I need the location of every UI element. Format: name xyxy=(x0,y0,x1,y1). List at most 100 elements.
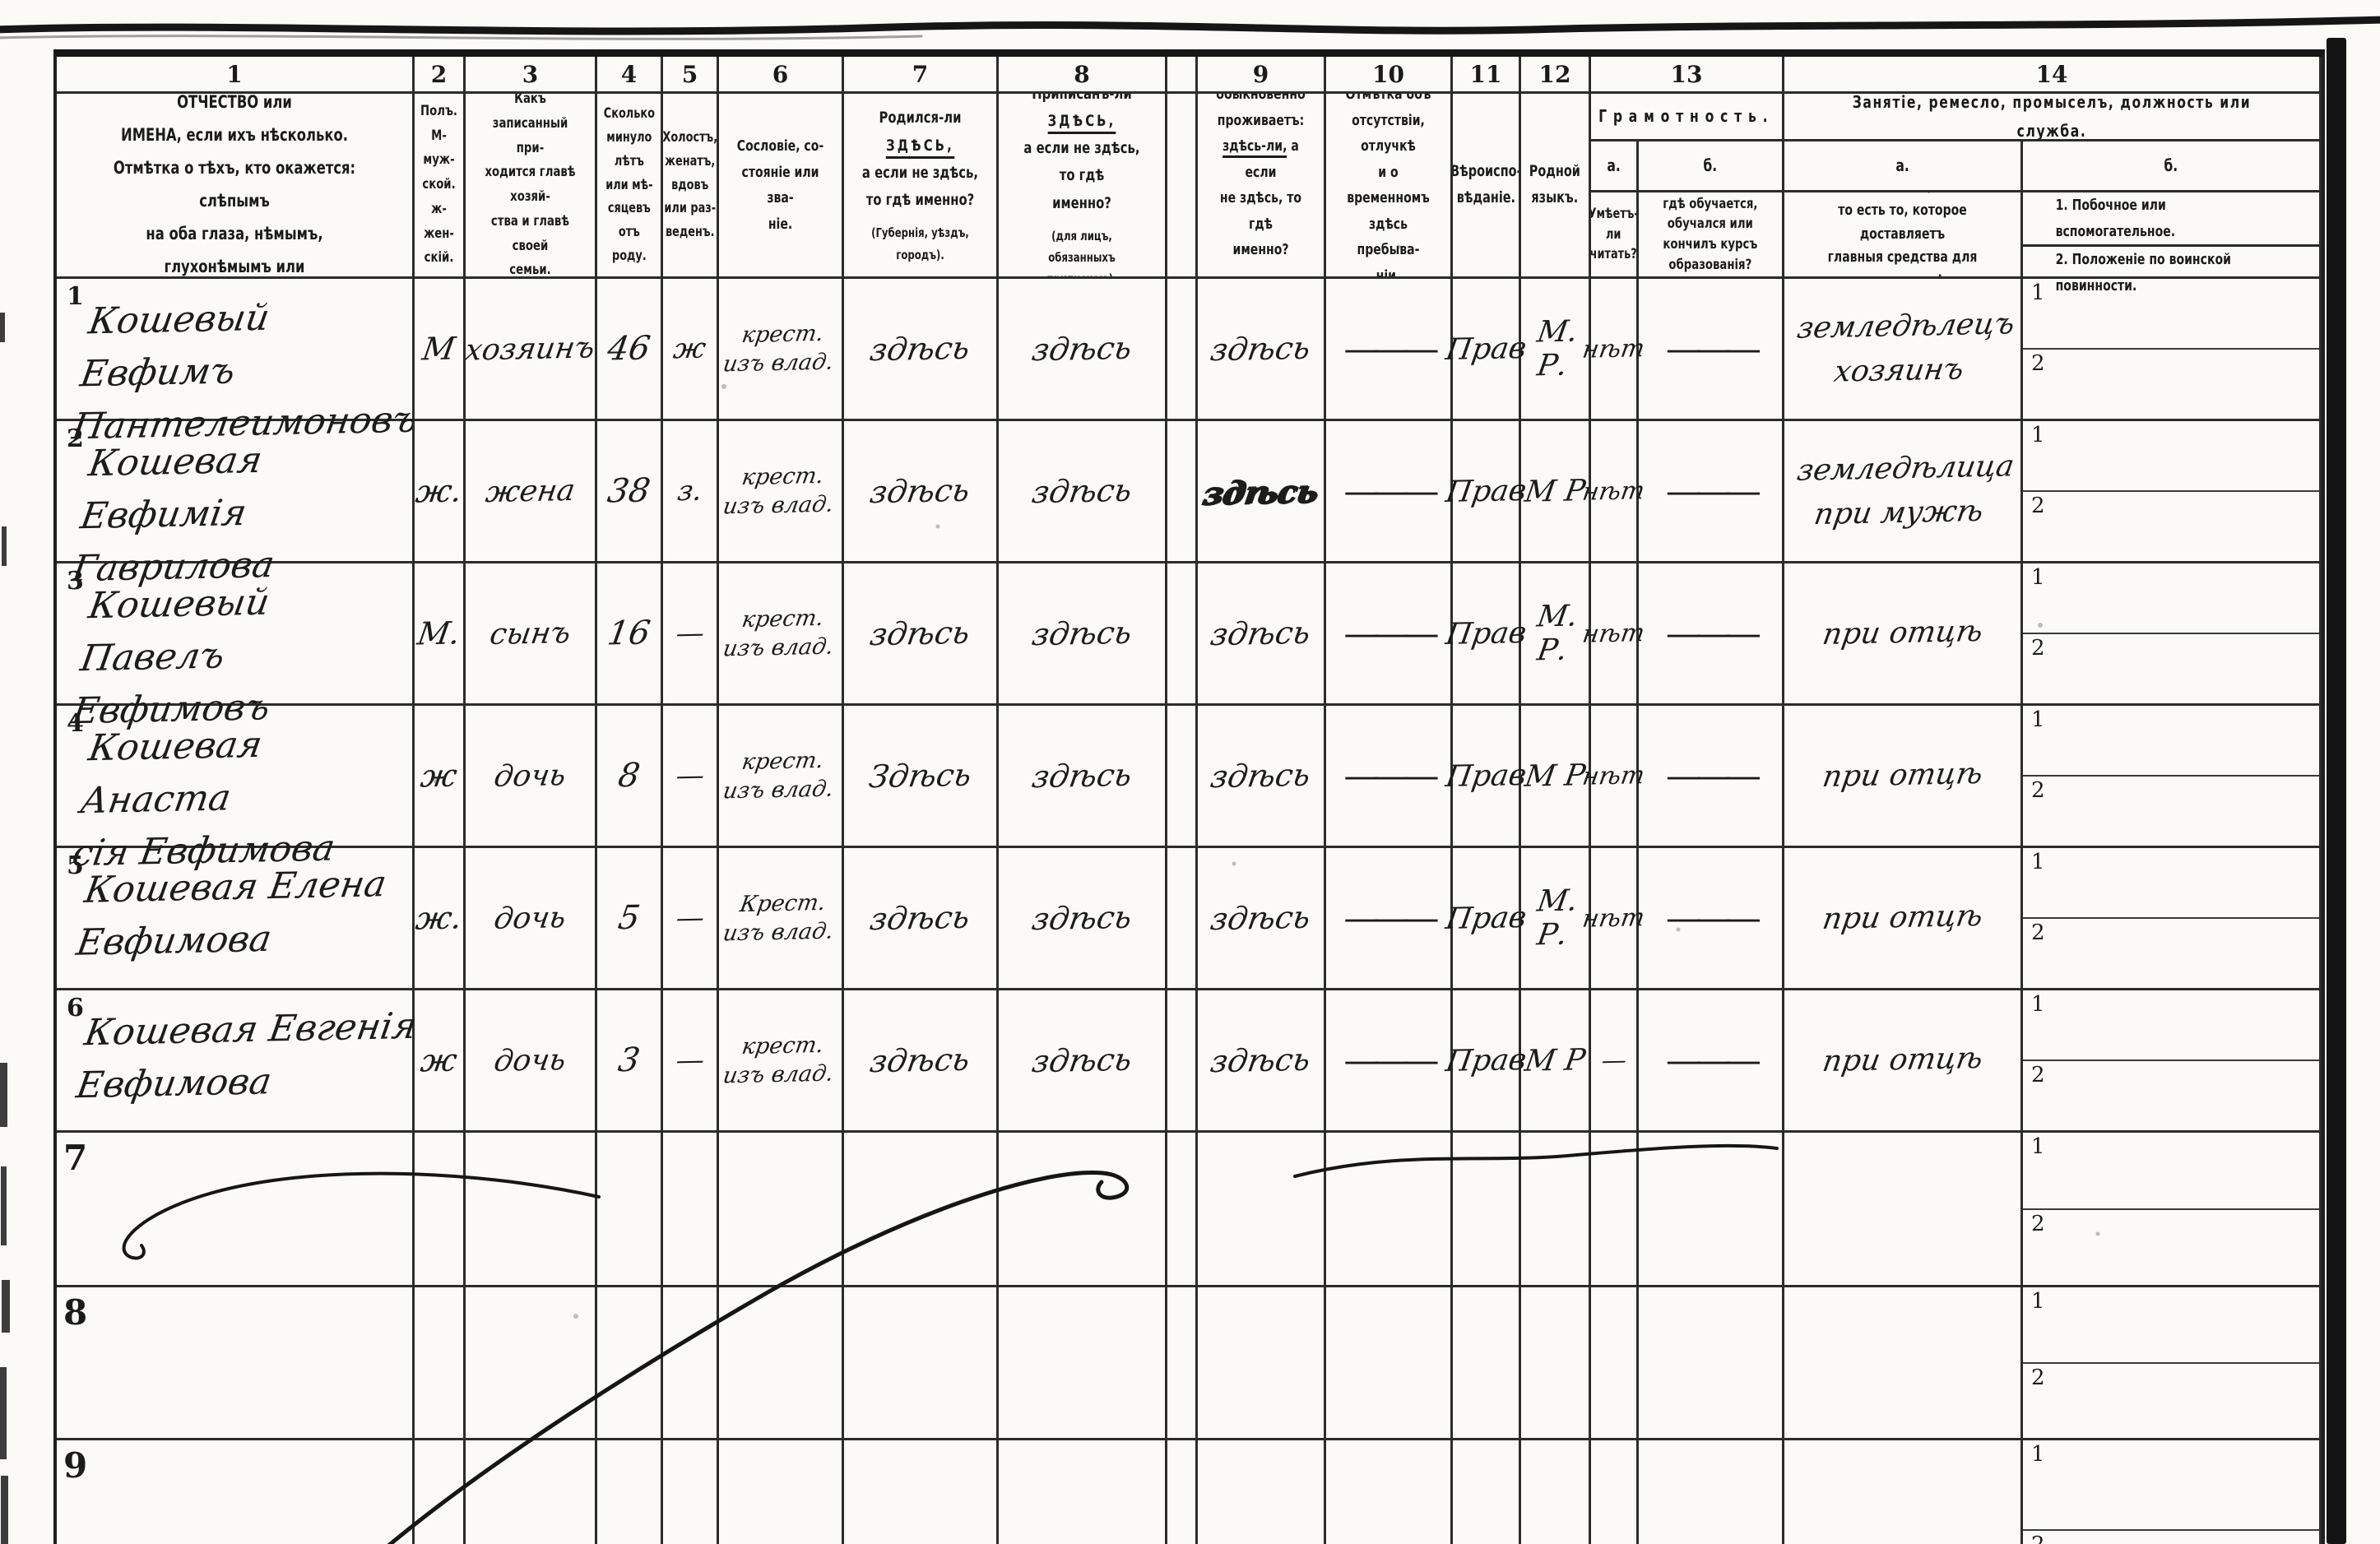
r6-absence-cell: ——— xyxy=(1326,990,1453,1133)
r1-side-1: 1 xyxy=(2023,279,2319,348)
r2-side-cell: 1 2 xyxy=(2023,421,2322,563)
r1-age: 46 xyxy=(605,329,653,369)
header-age: Сколько минуло лѣтъ или мѣ- сяцевъ отъ р… xyxy=(597,94,663,279)
r2-age: 38 xyxy=(605,471,653,511)
r4-school-cell: ——— xyxy=(1639,706,1784,848)
colnum-12: 12 xyxy=(1521,57,1591,94)
r9-side-1: 1 xyxy=(2023,1440,2319,1529)
r5-born-cell: здѣсь xyxy=(844,848,999,990)
r1-school-cell: ——— xyxy=(1639,279,1784,421)
header-occupation-main: Главное, то есть то, которое доставляетъ… xyxy=(1784,192,2023,279)
r3-born-cell: здѣсь xyxy=(844,563,999,706)
r2-school: ——— xyxy=(1665,470,1761,512)
colnum-6: 6 xyxy=(719,57,844,94)
r1-marital: ж xyxy=(670,332,709,366)
r4-absence-cell: ——— xyxy=(1326,706,1453,848)
r2-registered-cell: здѣсь xyxy=(999,421,1167,563)
r1-resides: здѣсь xyxy=(1208,329,1314,369)
r7-side-2: 2 xyxy=(2023,1208,2319,1286)
header-occupation-a-label: а. xyxy=(1784,141,2023,192)
r5-relation-cell: дочь xyxy=(466,848,597,990)
r6-sex-cell: ж xyxy=(415,990,466,1133)
r1-number: 1 xyxy=(67,282,84,311)
census-table: 1 2 3 4 5 6 7 8 9 10 11 12 13 14 ФАМИЛІЯ… xyxy=(53,49,2325,1544)
r2-occupation-cell: земледѣлица при мужѣ xyxy=(1784,421,2023,563)
header-registered-note: (для лицъ, обязанныхъ припискою). xyxy=(1046,228,1116,276)
r3-religion: Прав xyxy=(1443,615,1529,651)
header-resides-note: (Губер., уѣздъ, городъ). xyxy=(1212,271,1310,276)
r3-absence-cell: ——— xyxy=(1326,563,1453,706)
r2-number: 2 xyxy=(67,424,84,453)
r1-age-cell: 46 xyxy=(597,279,663,421)
r8-absence-cell xyxy=(1326,1287,1453,1440)
colnum-5: 5 xyxy=(663,57,719,94)
r4-religion-cell: Прав xyxy=(1443,706,1529,848)
r5-language-cell: М. Р. xyxy=(1521,848,1591,990)
header-literacy-a-text: а. xyxy=(1607,155,1621,175)
r8-number: 8 xyxy=(63,1292,88,1333)
r4-sex: ж xyxy=(418,757,460,795)
r4-reads-cell: нѣт xyxy=(1580,706,1647,848)
r3-side-2: 2 xyxy=(2023,633,2319,703)
fold-gap xyxy=(1167,1287,1198,1440)
r2-side-2: 2 xyxy=(2023,490,2319,561)
r7-side-1: 1 xyxy=(2023,1133,2319,1208)
header-resides-emphasis: здѣсь-ли, xyxy=(1222,137,1287,159)
r1-side-2: 2 xyxy=(2023,348,2319,419)
header-literacy-title: Грамотность. xyxy=(1591,94,1784,141)
r6-registered-cell: здѣсь xyxy=(999,990,1167,1133)
colnum-3: 3 xyxy=(466,57,597,94)
header-absence-text: Отмѣтка объ отсутствіи, отлучкѣ и о врем… xyxy=(1345,94,1431,279)
r7-religion-cell xyxy=(1453,1133,1521,1287)
r6-sex: ж xyxy=(418,1041,460,1079)
fold-gap xyxy=(1167,279,1198,421)
r3-estate-cell: крест. изъ влад. xyxy=(719,563,844,706)
r6-born: здѣсь xyxy=(867,1041,973,1080)
header-occupation-side-1-text: 1. Побочное или вспомогательное. xyxy=(2055,197,2176,240)
r2-religion-cell: Прав xyxy=(1443,421,1529,563)
r8-resides-cell xyxy=(1198,1287,1326,1440)
r3-occupation-cell: при отцѣ xyxy=(1784,563,2023,706)
r8-school-cell xyxy=(1639,1287,1784,1440)
fold-gap xyxy=(1167,848,1198,990)
r4-side-2: 2 xyxy=(2023,775,2319,846)
sub-label-1: 1 xyxy=(2031,423,2045,447)
fold-gap xyxy=(1167,706,1198,848)
header-occupation-side-1: 1. Побочное или вспомогательное. xyxy=(2023,192,2319,244)
r8-side-2: 2 xyxy=(2023,1361,2319,1439)
r5-sex-cell: ж. xyxy=(413,848,466,990)
r4-estate: крест. изъ влад. xyxy=(721,747,836,804)
header-born: Родился-ли ЗДѢСЬ, а если не здѣсь, то гдѣ… xyxy=(844,94,999,279)
r2-marital: з. xyxy=(675,474,705,508)
fold-gap xyxy=(1167,57,1198,94)
scan-left-edge-marks xyxy=(0,313,10,1544)
sub-label-2: 2 xyxy=(2031,351,2045,376)
r8-language-cell xyxy=(1521,1287,1591,1440)
r9-side-2: 2 xyxy=(2023,1528,2319,1544)
header-occupation-title-text: Занятіе, ремесло, промыселъ, должность и… xyxy=(1852,94,2252,141)
r6-side-cell: 1 2 xyxy=(2023,990,2322,1133)
r5-school: ——— xyxy=(1665,897,1761,939)
r9-language-cell xyxy=(1521,1440,1591,1544)
header-language: Родной языкъ. xyxy=(1521,94,1591,279)
sub-label-1: 1 xyxy=(2031,850,2045,874)
header-absence: Отмѣтка объ отсутствіи, отлучкѣ и о врем… xyxy=(1326,94,1453,279)
r2-absence-cell: ——— xyxy=(1326,421,1453,563)
r2-side-1: 1 xyxy=(2023,421,2319,490)
r7-relation-cell xyxy=(466,1133,597,1287)
r9-name-cell: 9 xyxy=(57,1440,415,1544)
r8-side-cell: 1 2 xyxy=(2023,1287,2322,1440)
r5-resides-cell: здѣсь xyxy=(1198,848,1326,990)
r4-number: 4 xyxy=(67,709,84,738)
r6-born-cell: здѣсь xyxy=(844,990,999,1133)
r2-school-cell: ——— xyxy=(1639,421,1784,563)
r3-age: 16 xyxy=(605,614,653,653)
r5-registered: здѣсь xyxy=(1029,898,1134,938)
r6-registered: здѣсь xyxy=(1029,1041,1134,1080)
r5-reads-cell: нѣт xyxy=(1580,848,1647,990)
r9-number: 9 xyxy=(63,1445,88,1486)
r1-relation: хозяинъ xyxy=(462,330,598,368)
r3-registered: здѣсь xyxy=(1029,614,1134,653)
header-estate: Сословіе, со- стояніе или зва- ніе. xyxy=(719,94,844,279)
header-literacy-b-label: б. xyxy=(1639,141,1784,192)
